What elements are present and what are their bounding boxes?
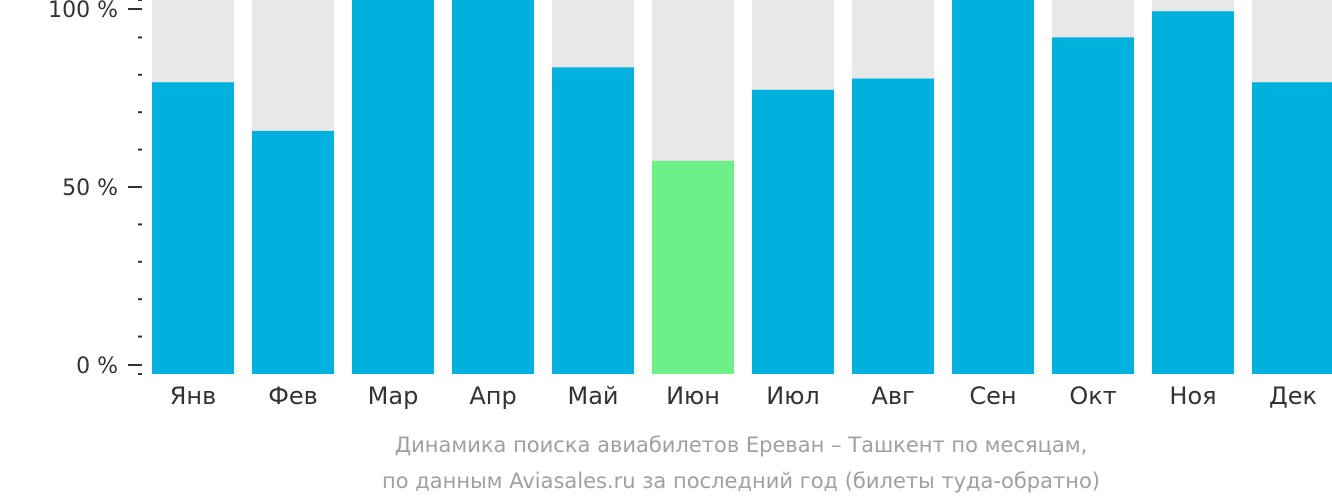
x-tick-label-8: Авг xyxy=(871,382,914,410)
bar-2 xyxy=(252,130,334,374)
x-tick-label-12: Дек xyxy=(1269,382,1317,410)
bar-7 xyxy=(752,89,834,374)
x-tick-label-3: Мар xyxy=(368,382,419,410)
bar-5 xyxy=(552,67,634,374)
bar-3 xyxy=(352,0,434,374)
x-tick-label-1: Янв xyxy=(170,382,217,410)
x-tick-label-6: Июн xyxy=(666,382,720,410)
bar-1 xyxy=(152,82,234,374)
caption-line-1: Динамика поиска авиабилетов Ереван – Таш… xyxy=(395,433,1088,457)
x-tick-label-7: Июл xyxy=(766,382,820,410)
bar-12 xyxy=(1252,82,1332,374)
x-tick-label-9: Сен xyxy=(969,382,1016,410)
x-tick-label-4: Апр xyxy=(469,382,516,410)
x-tick-label-10: Окт xyxy=(1069,382,1116,410)
bar-4 xyxy=(452,0,534,374)
y-tick-label-2: 50 % xyxy=(62,176,118,201)
caption-line-2: по данным Aviasales.ru за последний год … xyxy=(382,469,1100,493)
y-tick-label-1: 0 % xyxy=(76,354,118,379)
x-axis-labels: Янв Фев Мар Апр Май Июн Июл Авг Сен Окт Ноя Дек xyxy=(170,382,1317,410)
x-tick-label-2: Фев xyxy=(268,382,318,410)
y-tick-label-3: 100 % xyxy=(48,0,118,23)
bar-11 xyxy=(1152,11,1234,374)
bar-9 xyxy=(952,0,1034,374)
x-tick-label-11: Ноя xyxy=(1169,382,1216,410)
x-tick-label-5: Май xyxy=(567,382,618,410)
y-axis: 0 % 50 % 100 % xyxy=(48,0,142,379)
bar-10 xyxy=(1052,37,1134,375)
bar-8 xyxy=(852,78,934,374)
bars-layer xyxy=(152,0,1332,375)
bar-6 xyxy=(652,160,734,374)
